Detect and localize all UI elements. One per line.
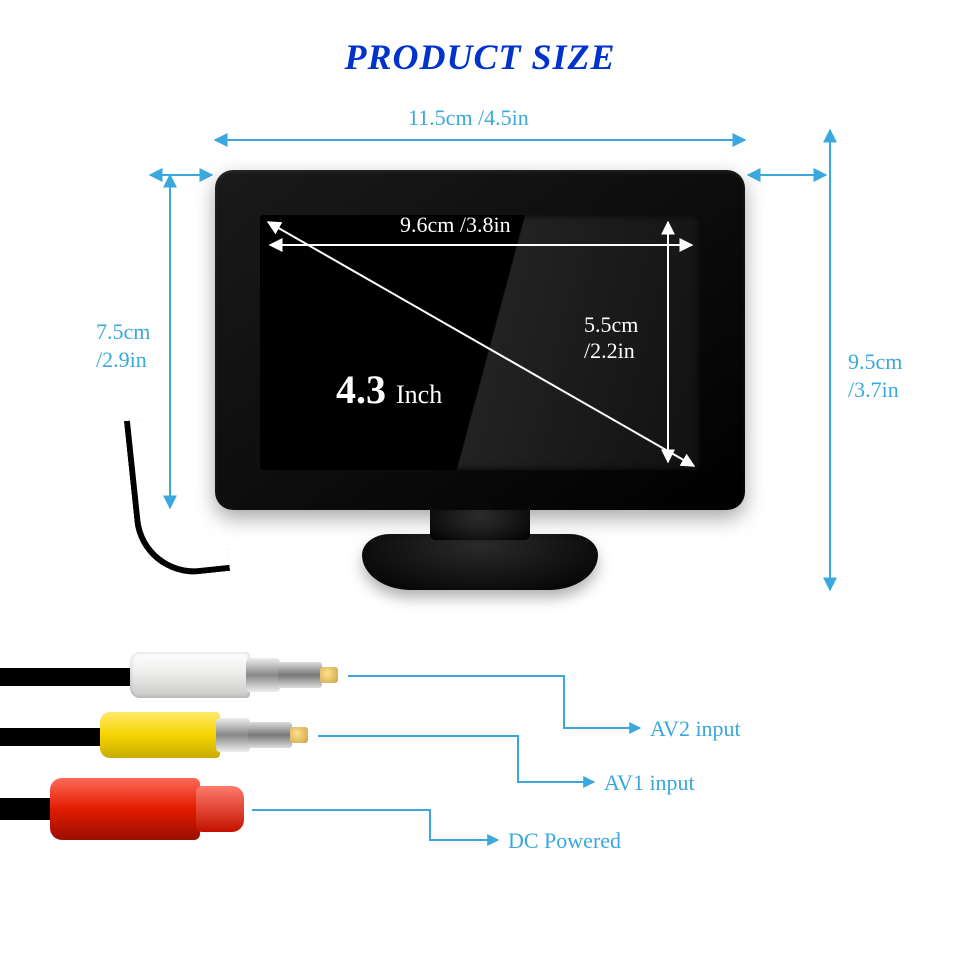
label-dc-powered: DC Powered bbox=[508, 828, 621, 854]
label-av1-input: AV1 input bbox=[604, 770, 695, 796]
label-outer-width: 11.5cm /4.5in bbox=[408, 104, 529, 132]
rca-wire-yellow bbox=[0, 728, 110, 746]
rca-connector-group bbox=[0, 640, 470, 870]
monitor-base bbox=[362, 534, 598, 590]
rca-wire-white bbox=[0, 668, 140, 686]
label-screen-height: 5.5cm /2.2in bbox=[584, 312, 638, 364]
label-av2-input: AV2 input bbox=[650, 716, 741, 742]
diagonal-unit: Inch bbox=[396, 380, 442, 409]
label-outer-height-left: 7.5cm /2.9in bbox=[96, 318, 150, 373]
page-title: PRODUCT SIZE bbox=[0, 36, 960, 78]
diagonal-value: 4.3 bbox=[336, 367, 386, 412]
label-full-height-right: 9.5cm /3.7in bbox=[848, 348, 902, 403]
label-diagonal: 4.3 Inch bbox=[336, 366, 442, 413]
label-screen-width: 9.6cm /3.8in bbox=[400, 212, 511, 238]
